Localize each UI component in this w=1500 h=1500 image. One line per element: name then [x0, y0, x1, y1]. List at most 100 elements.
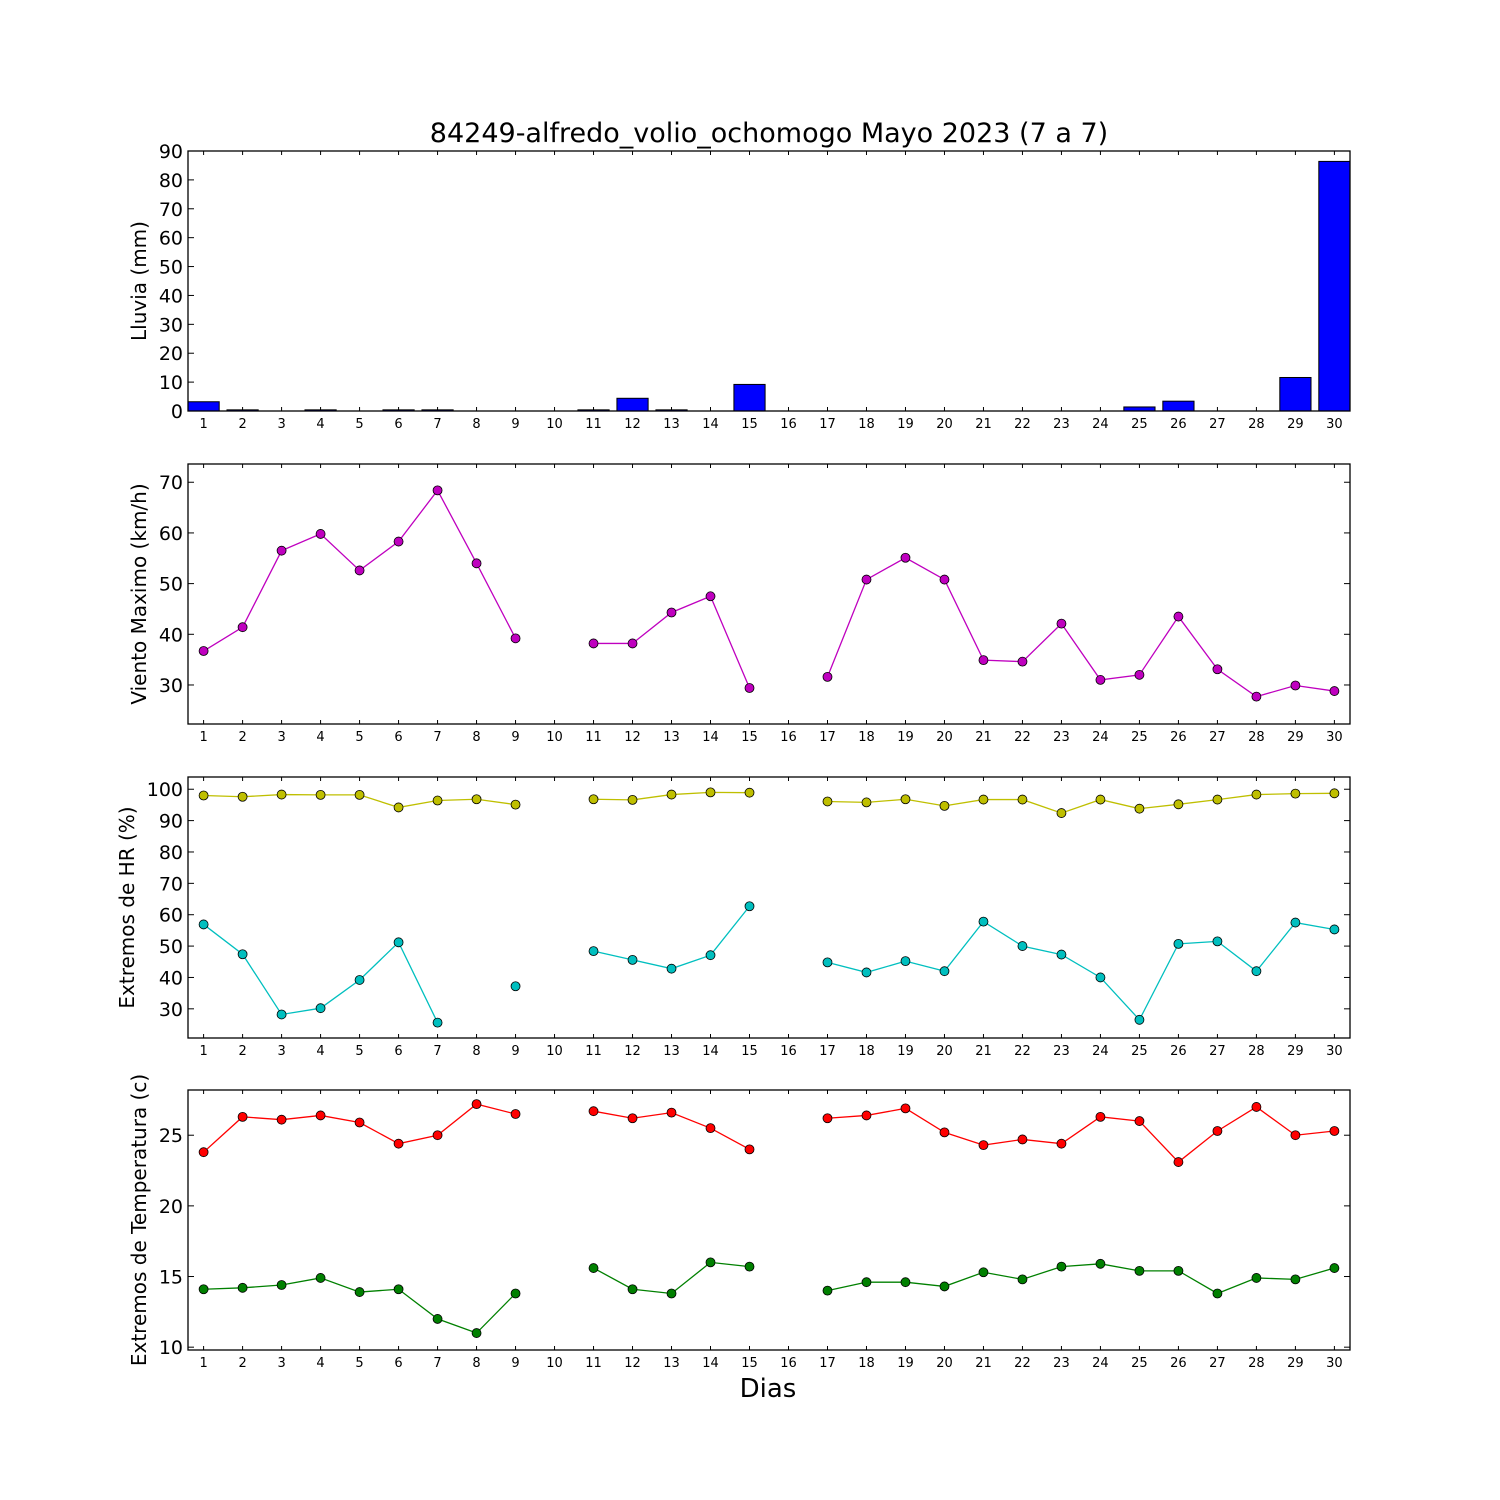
- temperature-series-1-line: [827, 1106, 1335, 1163]
- temperature-x-tick-label: 23: [1053, 1356, 1070, 1371]
- temperature-plot-frame: [187, 1089, 1351, 1351]
- humidity-series-1-point: [900, 794, 911, 805]
- temperature-series-2-point: [354, 1287, 365, 1297]
- rain-bar: [733, 383, 766, 412]
- rain-x-tick-label: 6: [394, 417, 402, 432]
- temperature-series-1-point: [1095, 1111, 1106, 1122]
- temperature-x-tick-label: 3: [277, 1356, 285, 1371]
- humidity-series-2-line: [593, 905, 751, 970]
- rain-bar: [1279, 376, 1312, 412]
- temperature-series-2-point: [1329, 1263, 1340, 1273]
- humidity-series-1-point: [1056, 808, 1067, 818]
- wind-series-1-point: [1056, 618, 1067, 629]
- humidity-series-2-point: [1095, 972, 1106, 983]
- temperature-series-1-point: [276, 1114, 287, 1125]
- temperature-x-tick-label: 11: [585, 1356, 602, 1371]
- temperature-series-2-point: [393, 1284, 404, 1295]
- rain-x-tick-label: 8: [472, 417, 480, 432]
- wind-x-tick-label: 16: [780, 730, 797, 745]
- humidity-x-tick-label: 13: [663, 1044, 680, 1059]
- wind-x-tick-label: 1: [199, 730, 207, 745]
- wind-x-tick-label: 28: [1248, 730, 1265, 745]
- rain-y-tick-label: 80: [159, 170, 183, 192]
- temperature-x-tick-label: 1: [199, 1356, 207, 1371]
- rain-bar: [187, 401, 220, 412]
- wind-x-tick-label: 13: [663, 730, 680, 745]
- humidity-series-2-point: [237, 949, 248, 960]
- temperature-series-2-point: [978, 1267, 989, 1278]
- temperature-x-tick-label: 21: [975, 1356, 992, 1371]
- humidity-series-1-line: [827, 792, 1335, 814]
- temperature-series-1-point: [1212, 1126, 1223, 1136]
- wind-series-1-point: [705, 591, 716, 602]
- wind-panel: 1 2 3 4 5 6 7 8 9 10 11 12 13 14 15 16 17 18 19 20 21 22 23 24 2…: [127, 463, 1351, 745]
- rain-x-tick-label: 18: [858, 417, 875, 432]
- wind-series-1-point: [198, 646, 209, 656]
- temperature-series-2-point: [315, 1273, 326, 1283]
- rain-x-tick-label: 3: [277, 417, 285, 432]
- temperature-y-tick-label: 20: [159, 1196, 183, 1218]
- humidity-series-2-point: [900, 956, 911, 967]
- humidity-series-1-point: [432, 795, 443, 806]
- temperature-x-tick-label: 12: [624, 1356, 641, 1371]
- temperature-x-tick-label: 8: [472, 1356, 480, 1371]
- humidity-series-1-point: [939, 800, 950, 811]
- temperature-y-axis-label: Extremos de Temperatura (c): [127, 1074, 151, 1366]
- rain-y-tick-label: 50: [159, 257, 183, 279]
- humidity-x-tick-label: 22: [1014, 1044, 1031, 1059]
- rain-x-tick-label: 17: [819, 417, 836, 432]
- humidity-series-1-point: [1212, 794, 1223, 805]
- temperature-series-1-point: [861, 1110, 872, 1121]
- humidity-series-2-point: [1173, 938, 1184, 949]
- temperature-x-tick-label: 7: [433, 1356, 441, 1371]
- humidity-series-1-point: [315, 789, 326, 800]
- temperature-x-tick-label: 18: [858, 1356, 875, 1371]
- humidity-x-tick-label: 30: [1326, 1044, 1343, 1059]
- temperature-x-tick-label: 9: [511, 1356, 519, 1371]
- rain-x-tick-label: 9: [511, 417, 519, 432]
- wind-series-1-point: [588, 638, 599, 649]
- humidity-series-1-point: [393, 802, 404, 813]
- humidity-x-tick-label: 27: [1209, 1044, 1226, 1059]
- wind-x-tick-label: 21: [975, 730, 992, 745]
- rain-x-tick-label: 27: [1209, 417, 1226, 432]
- wind-plot-frame: [187, 463, 1351, 725]
- humidity-series-1-point: [237, 791, 248, 802]
- temperature-series-1-point: [900, 1103, 911, 1114]
- wind-y-tick-label: 50: [159, 574, 183, 596]
- wind-series-1-point: [393, 536, 404, 547]
- humidity-series-2-point: [978, 916, 989, 927]
- wind-y-tick-label: 70: [159, 472, 183, 494]
- temperature-x-tick-label: 14: [702, 1356, 719, 1371]
- humidity-series-2-point: [354, 975, 365, 985]
- humidity-series-1-point: [666, 789, 677, 800]
- rain-y-tick-label: 0: [171, 401, 183, 423]
- wind-series-1-point: [861, 574, 872, 585]
- chart-title: 84249-alfredo_volio_ochomogo Mayo 2023 (…: [430, 118, 1108, 149]
- temperature-series-2-point: [471, 1328, 482, 1338]
- humidity-y-axis-label: Extremos de HR (%): [115, 806, 139, 1008]
- wind-series-1-point: [1212, 664, 1223, 675]
- humidity-series-1-point: [705, 787, 716, 798]
- wind-x-tick-label: 29: [1287, 730, 1304, 745]
- rain-x-tick-label: 1: [199, 417, 207, 432]
- wind-y-tick-label: 40: [159, 624, 183, 646]
- humidity-series-2-point: [276, 1009, 287, 1020]
- wind-x-tick-label: 23: [1053, 730, 1070, 745]
- temperature-series-2-point: [1251, 1273, 1262, 1283]
- temperature-x-tick-label: 16: [780, 1356, 797, 1371]
- temperature-x-tick-label: 24: [1092, 1356, 1109, 1371]
- humidity-series-1-point: [1134, 803, 1145, 814]
- humidity-x-tick-label: 18: [858, 1044, 875, 1059]
- temperature-x-tick-label: 30: [1326, 1356, 1343, 1371]
- temperature-series-2-point: [1173, 1265, 1184, 1276]
- wind-x-tick-label: 27: [1209, 730, 1226, 745]
- humidity-series-1-point: [861, 797, 872, 808]
- temperature-series-2-point: [1212, 1288, 1223, 1299]
- rain-x-tick-label: 20: [936, 417, 953, 432]
- wind-x-tick-label: 26: [1170, 730, 1187, 745]
- temperature-series-2-point: [627, 1284, 638, 1295]
- temperature-series-2-point: [900, 1277, 911, 1288]
- humidity-series-2-point: [432, 1017, 443, 1028]
- wind-x-tick-label: 10: [546, 730, 563, 745]
